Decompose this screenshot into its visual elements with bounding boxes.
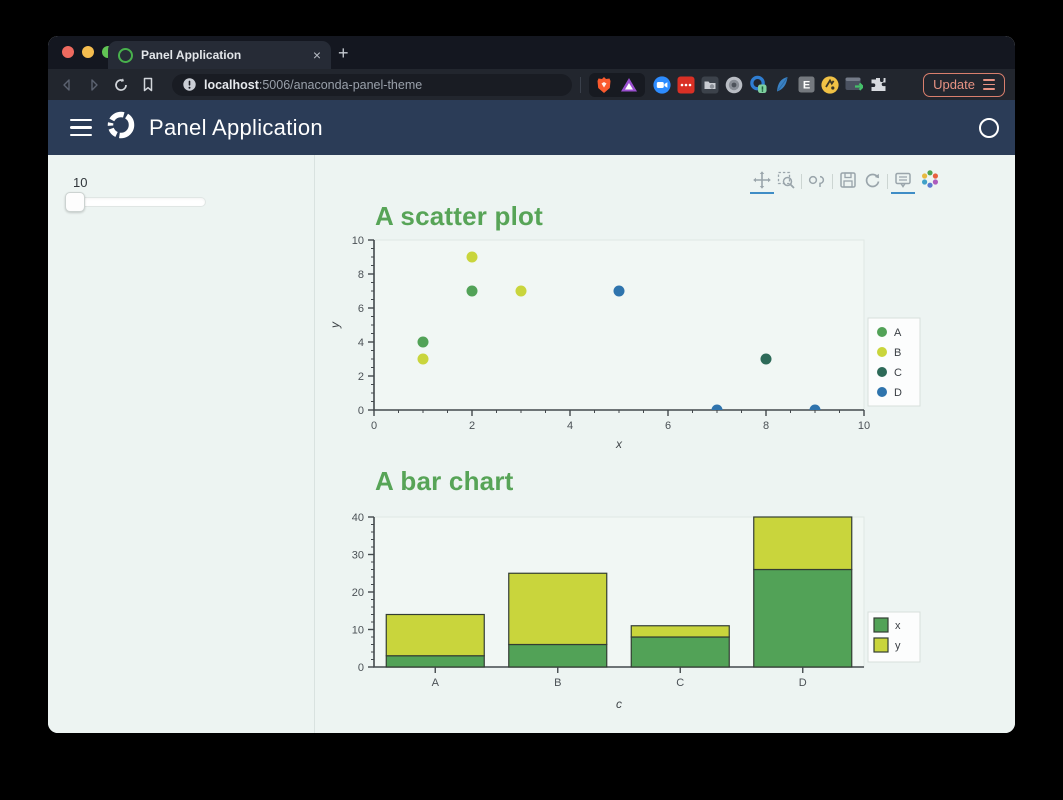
- feather-extension-icon[interactable]: [773, 76, 791, 94]
- bookmark-icon[interactable]: [139, 76, 157, 94]
- e-extension-icon[interactable]: E: [797, 76, 815, 94]
- svg-text:2: 2: [469, 420, 475, 432]
- new-tab-button[interactable]: +: [338, 43, 349, 63]
- bar-chart-title: A bar chart: [375, 466, 514, 496]
- svg-text:E: E: [802, 79, 809, 91]
- slider-handle[interactable]: [65, 192, 85, 212]
- toolbar-divider: [580, 76, 581, 93]
- toolbar-separator: [887, 173, 888, 189]
- svg-text:10: 10: [352, 235, 364, 247]
- browser-menu-icon[interactable]: [983, 79, 995, 90]
- update-browser-button[interactable]: Update: [923, 72, 1005, 97]
- toolbar-separator: [832, 173, 833, 189]
- tab-strip: Panel Application × +: [48, 36, 1015, 69]
- svg-text:A: A: [894, 327, 902, 339]
- browser-tab[interactable]: Panel Application ×: [108, 41, 331, 69]
- svg-text:y: y: [328, 321, 342, 329]
- bokeh-tool-hover[interactable]: [891, 168, 915, 194]
- svg-text:0: 0: [358, 405, 364, 417]
- bokeh-tool-reset[interactable]: [860, 168, 884, 194]
- browser-window: Panel Application × + localhost:5006/ana…: [48, 36, 1015, 733]
- bokeh-tool-pan[interactable]: [750, 168, 774, 194]
- extension-icons-row: E: [653, 75, 887, 94]
- url-host: localhost: [204, 77, 259, 92]
- bat-triangle-icon[interactable]: [620, 77, 638, 93]
- yellow-circle-extension-icon[interactable]: [821, 75, 839, 94]
- zoom-extension-icon[interactable]: [653, 75, 671, 94]
- svg-text:y: y: [895, 640, 901, 652]
- bokeh-logo-icon[interactable]: [920, 169, 940, 194]
- svg-text:c: c: [616, 697, 622, 711]
- brave-badge-group: [589, 72, 645, 97]
- busy-indicator-icon: [979, 117, 999, 138]
- toolbar-separator: [801, 173, 802, 189]
- sidebar-toggle-icon[interactable]: [70, 118, 92, 137]
- svg-text:0: 0: [358, 662, 364, 674]
- app-header: Panel Application: [48, 100, 1015, 155]
- bokeh-tool-box-zoom[interactable]: [774, 168, 798, 194]
- content-area: 10: [48, 155, 1015, 733]
- svg-text:8: 8: [763, 420, 769, 432]
- puzzle-extensions-icon[interactable]: [869, 76, 887, 94]
- bokeh-toolbar: [750, 168, 940, 194]
- tab-title: Panel Application: [141, 48, 242, 62]
- svg-text:6: 6: [665, 420, 671, 432]
- bokeh-tool-wheel-zoom[interactable]: [805, 168, 829, 194]
- folder-extension-icon[interactable]: [701, 76, 719, 94]
- svg-text:C: C: [894, 367, 902, 379]
- svg-text:A: A: [432, 677, 440, 689]
- browser-toolbar: localhost:5006/anaconda-panel-theme: [48, 69, 1015, 100]
- traffic-lights: [62, 46, 114, 58]
- svg-text:4: 4: [567, 420, 573, 432]
- tab-close-icon[interactable]: ×: [312, 47, 321, 63]
- recorder-extension-icon[interactable]: [677, 76, 695, 94]
- slider-track[interactable]: [65, 197, 206, 207]
- forward-icon[interactable]: [85, 76, 103, 94]
- window-share-extension-icon[interactable]: [845, 76, 863, 94]
- update-label: Update: [933, 77, 975, 92]
- reload-icon[interactable]: [112, 76, 130, 94]
- svg-text:2: 2: [358, 371, 364, 383]
- site-info-icon[interactable]: [182, 77, 197, 92]
- svg-text:30: 30: [352, 550, 364, 562]
- svg-text:10: 10: [352, 625, 364, 637]
- sidebar: 10: [48, 155, 315, 733]
- svg-text:0: 0: [371, 420, 377, 432]
- app-title: Panel Application: [149, 114, 323, 140]
- tab-favicon-icon: [118, 47, 133, 63]
- url-bar[interactable]: localhost:5006/anaconda-panel-theme: [172, 73, 572, 96]
- svg-text:B: B: [894, 347, 901, 359]
- bar-chart[interactable]: 0 10 20 30 40 A B C Dc xy: [325, 500, 945, 715]
- svg-text:10: 10: [858, 420, 870, 432]
- svg-text:40: 40: [352, 512, 364, 524]
- svg-text:C: C: [676, 677, 684, 689]
- svg-text:B: B: [554, 677, 561, 689]
- back-icon[interactable]: [58, 76, 76, 94]
- lens-extension-icon[interactable]: [725, 76, 743, 94]
- brave-shield-icon[interactable]: [596, 76, 612, 94]
- svg-text:4: 4: [358, 337, 364, 349]
- close-window-button[interactable]: [62, 46, 74, 58]
- svg-text:D: D: [894, 387, 902, 399]
- svg-text:6: 6: [358, 303, 364, 315]
- url-path: :5006/anaconda-panel-theme: [258, 77, 423, 92]
- svg-text:8: 8: [358, 269, 364, 281]
- slider-value-label: 10: [73, 175, 88, 190]
- svg-text:20: 20: [352, 587, 364, 599]
- main-area: A scatter plot 0 2 4 6 8 10 0 2 4 6 8 10 x y A B C D A ba…: [315, 155, 1015, 733]
- scatter-chart-title: A scatter plot: [375, 201, 543, 231]
- svg-text:x: x: [895, 620, 901, 632]
- minimize-window-button[interactable]: [82, 46, 94, 58]
- bokeh-tool-save[interactable]: [836, 168, 860, 194]
- q-badge-extension-icon[interactable]: [749, 75, 767, 94]
- svg-text:x: x: [615, 437, 623, 451]
- svg-text:D: D: [799, 677, 807, 689]
- panel-logo-icon: [106, 110, 136, 145]
